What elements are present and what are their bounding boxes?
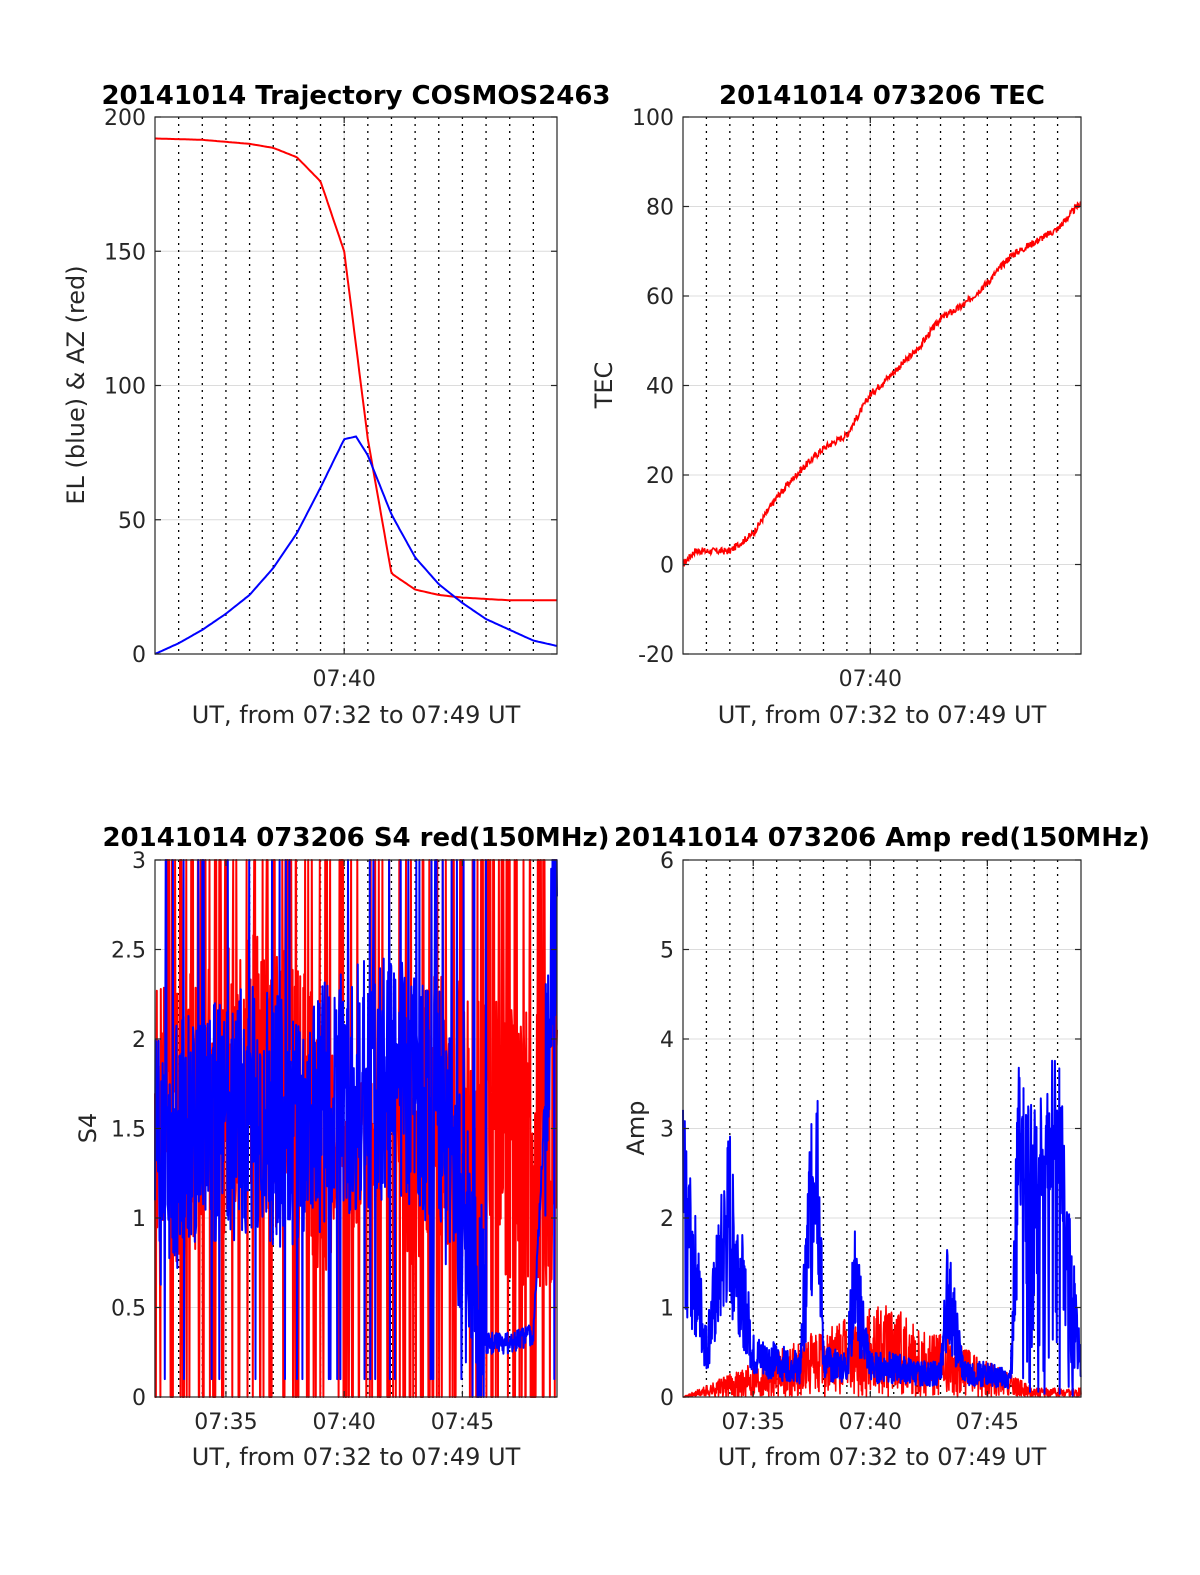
- y-tick-label: 2.5: [111, 939, 146, 964]
- x-tick-labels: 07:35 07:40 07:45: [194, 1410, 494, 1435]
- x-tick-label: 07:45: [431, 1410, 494, 1435]
- series-group: [682, 201, 1082, 567]
- y-tick-label: 80: [646, 196, 674, 221]
- x-tick-labels: 07:35 07:40 07:45: [722, 1410, 1020, 1435]
- y-tick-label: 6: [660, 849, 674, 874]
- y-tick-labels: 0 1 2 3 4 5 6: [660, 849, 674, 1411]
- y-tick-label: 2: [132, 1028, 146, 1053]
- x-axis-label: UT, from 07:32 to 07:49 UT: [192, 701, 521, 729]
- y-tick-label: 1: [132, 1207, 146, 1232]
- tick-marks: [155, 116, 557, 655]
- y-tick-label: 200: [104, 106, 146, 131]
- chart-title: 20141014 073206 Amp red(150MHz): [614, 823, 1150, 853]
- x-axis-label: UT, from 07:32 to 07:49 UT: [718, 1443, 1047, 1471]
- y-tick-label: 20: [646, 464, 674, 489]
- chart-title: 20141014 073206 TEC: [719, 81, 1045, 111]
- y-tick-label: -20: [638, 643, 674, 668]
- y-tick-label: 150: [104, 240, 146, 265]
- tick-marks: [155, 859, 557, 1398]
- x-axis-label: UT, from 07:32 to 07:49 UT: [718, 701, 1047, 729]
- tick-marks: [683, 116, 1081, 655]
- y-tick-labels: 0 0.5 1 1.5 2 2.5 3: [111, 849, 146, 1411]
- y-tick-label: 40: [646, 375, 674, 400]
- y-tick-labels: 0 50 100 150 200: [104, 106, 146, 668]
- x-tick-labels: 07:40: [312, 667, 375, 692]
- x-tick-label: 07:35: [194, 1410, 257, 1435]
- y-tick-label: 100: [632, 106, 674, 131]
- x-tick-label: 07:40: [312, 1410, 375, 1435]
- series-line-red: [155, 137, 557, 602]
- y-tick-label: 3: [132, 849, 146, 874]
- x-tick-label: 07:45: [956, 1410, 1019, 1435]
- y-tick-label: 5: [660, 939, 674, 964]
- series-group: [154, 137, 558, 655]
- y-tick-label: 50: [118, 509, 146, 534]
- x-tick-label: 07:40: [839, 667, 902, 692]
- series-line-blue: [154, 859, 558, 1398]
- y-tick-label: 2: [660, 1207, 674, 1232]
- y-tick-label: 3: [660, 1118, 674, 1143]
- series-group: [682, 1059, 1082, 1398]
- y-tick-label: 1.5: [111, 1118, 146, 1143]
- y-tick-label: 0: [660, 554, 674, 579]
- y-tick-label: 100: [104, 375, 146, 400]
- x-tick-labels: 07:40: [839, 667, 902, 692]
- y-tick-label: 0: [132, 643, 146, 668]
- y-axis-label: TEC: [590, 362, 618, 410]
- chart-amp: 0 1 2 3 4 5 6 07:35 07:40 07:45 20141014 073206 …: [614, 823, 1150, 1471]
- y-axis-label: S4: [74, 1113, 102, 1144]
- y-tick-labels: -20 0 20 40 60 80 100: [632, 106, 674, 668]
- y-tick-label: 0.5: [111, 1297, 146, 1322]
- x-tick-label: 07:40: [839, 1410, 902, 1435]
- x-axis-label: UT, from 07:32 to 07:49 UT: [192, 1443, 521, 1471]
- chart-title: 20141014 Trajectory COSMOS2463: [101, 81, 610, 111]
- series-line-red: [682, 201, 1082, 567]
- series-line-blue: [682, 1059, 1082, 1398]
- y-axis-label: Amp: [622, 1100, 650, 1155]
- chart-tec: -20 0 20 40 60 80 100 07:40 20141014 073206 TE…: [590, 81, 1082, 729]
- y-tick-label: 1: [660, 1297, 674, 1322]
- chart-trajectory: 0 50 100 150 200 07:40 20141014 Trajectory C…: [62, 81, 611, 729]
- y-axis-label: EL (blue) & AZ (red): [62, 265, 90, 504]
- y-tick-label: 60: [646, 285, 674, 310]
- chart-s4: 0 0.5 1 1.5 2 2.5 3 07:35 07:40 07:45 20141014 0…: [74, 823, 610, 1471]
- series-line-blue: [154, 435, 558, 655]
- x-tick-label: 07:35: [722, 1410, 785, 1435]
- chart-title: 20141014 073206 S4 red(150MHz): [102, 823, 609, 853]
- series-line-red: [682, 1305, 1082, 1398]
- y-tick-label: 0: [660, 1386, 674, 1411]
- tick-marks: [683, 859, 1081, 1398]
- y-tick-label: 0: [132, 1386, 146, 1411]
- x-tick-label: 07:40: [312, 667, 375, 692]
- y-tick-label: 4: [660, 1028, 674, 1053]
